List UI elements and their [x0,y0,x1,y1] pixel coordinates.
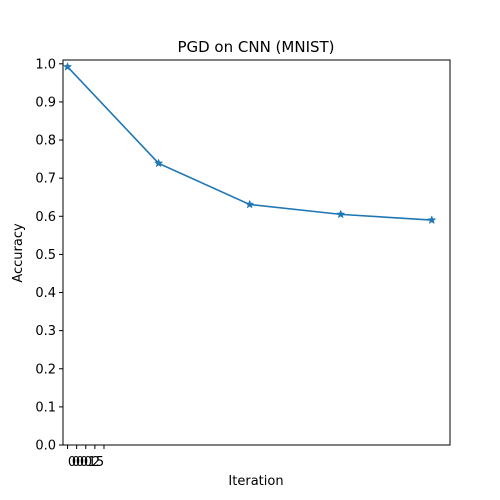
x-axis-label: Iteration [228,474,283,489]
y-tick-label: 0.1 [35,400,56,415]
x-tick-label: 0 [80,455,88,470]
y-tick-label: 0.2 [35,362,56,377]
data-point-star-marker [336,209,346,219]
y-tick-label: 0.3 [35,324,56,339]
data-point-star-marker [153,158,164,168]
y-tick-label: 0.4 [35,286,56,301]
data-point-star-marker [62,61,73,71]
chart-title: PGD on CNN (MNIST) [177,38,334,56]
plot-content [62,61,437,225]
x-tick-label: 0 [84,455,92,470]
x-tick-label: 1 [88,455,96,470]
plot-frame [62,59,451,446]
y-tick-label: 0.9 [35,95,56,110]
x-tick-label: 2 [92,455,100,470]
y-axis-ticks: 0.0 0.1 0.2 0.3 0.4 0.5 0.6 0.7 0.8 0.9 1.0 [35,57,63,454]
x-tick-label: 0 [76,455,84,470]
x-tick-label: 0 [68,455,76,470]
data-point-star-marker [427,215,437,225]
y-tick-label: 1.0 [35,57,56,72]
y-tick-label: 0.0 [35,439,56,454]
y-axis-label: Accuracy [11,223,26,283]
y-tick-label: 0.6 [35,210,56,225]
y-tick-label: 0.5 [35,248,56,263]
x-tick-label: 0 [72,455,80,470]
y-tick-label: 0.8 [35,134,56,149]
y-tick-label: 0.7 [35,172,56,187]
x-tick-label: 5 [96,455,104,470]
data-point-star-marker [245,199,255,209]
